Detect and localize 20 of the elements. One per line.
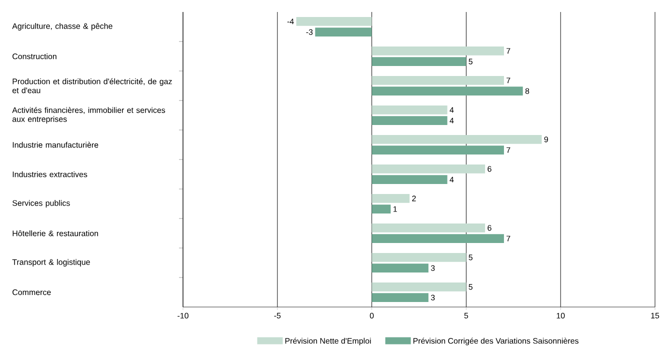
bar: [372, 146, 504, 154]
bar: [372, 116, 448, 125]
bar: [372, 253, 466, 262]
bar: [372, 282, 466, 292]
bar: [372, 86, 523, 96]
bar: [372, 175, 448, 184]
bar: [372, 234, 504, 243]
bar: [315, 28, 372, 36]
bar: [372, 76, 504, 85]
bar: [372, 46, 504, 56]
bar: [372, 106, 448, 114]
bar: [372, 224, 486, 232]
bar: [372, 194, 410, 203]
bar: [296, 17, 372, 26]
bar: [372, 57, 466, 66]
bar: [372, 264, 428, 272]
bar: [372, 164, 486, 174]
bar: [372, 293, 428, 302]
bar: [372, 135, 542, 144]
bar: [372, 204, 391, 214]
